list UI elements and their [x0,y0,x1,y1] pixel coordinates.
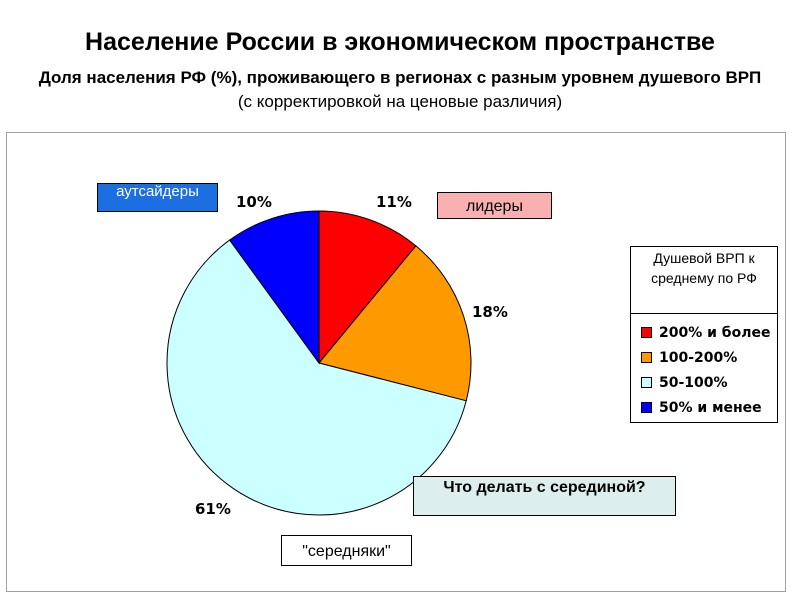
legend-label: 200% и более [659,324,771,341]
legend-swatch [641,352,652,363]
page-title: Население России в экономическом простра… [85,28,715,56]
legend-label: 50% и менее [659,399,762,416]
pie-slice-50-100 [166,239,467,516]
pie-label-200-plus: 11% [376,193,412,211]
legend-label: 100-200% [659,349,738,366]
legend-swatch [641,327,652,338]
legend-item: 100-200% [631,345,777,370]
legend-item: 200% и более [631,320,777,345]
pie-slice-200-plus [318,210,417,365]
pie-label-100-200: 18% [472,303,508,321]
legend-item: 50-100% [631,370,777,395]
callout-leaders: лидеры [437,192,552,219]
page-subtitle: Доля населения РФ (%), проживающего в ре… [30,66,770,114]
subtitle-note: (с корректировкой на ценовые различия) [237,92,563,111]
legend-title: Душевой ВРП к среднему по РФ [630,246,778,314]
pie-label-50-less: 10% [236,193,272,211]
pie-slice-100-200 [318,245,472,402]
callout-outsiders: аутсайдеры [97,183,218,212]
legend-label: 50-100% [659,374,728,391]
pie-label-50-100: 61% [195,500,231,518]
callout-question: Что делать с серединой? [413,476,676,516]
legend-swatch [641,402,652,413]
legend-item: 50% и менее [631,395,777,420]
pie-slice-50-less [228,210,320,365]
callout-middle: "середняки" [281,535,412,566]
legend-swatch [641,377,652,388]
legend: 200% и более 100-200% 50-100% 50% и мене… [630,313,778,423]
subtitle-main: Доля населения РФ (%), проживающего в ре… [38,68,762,87]
